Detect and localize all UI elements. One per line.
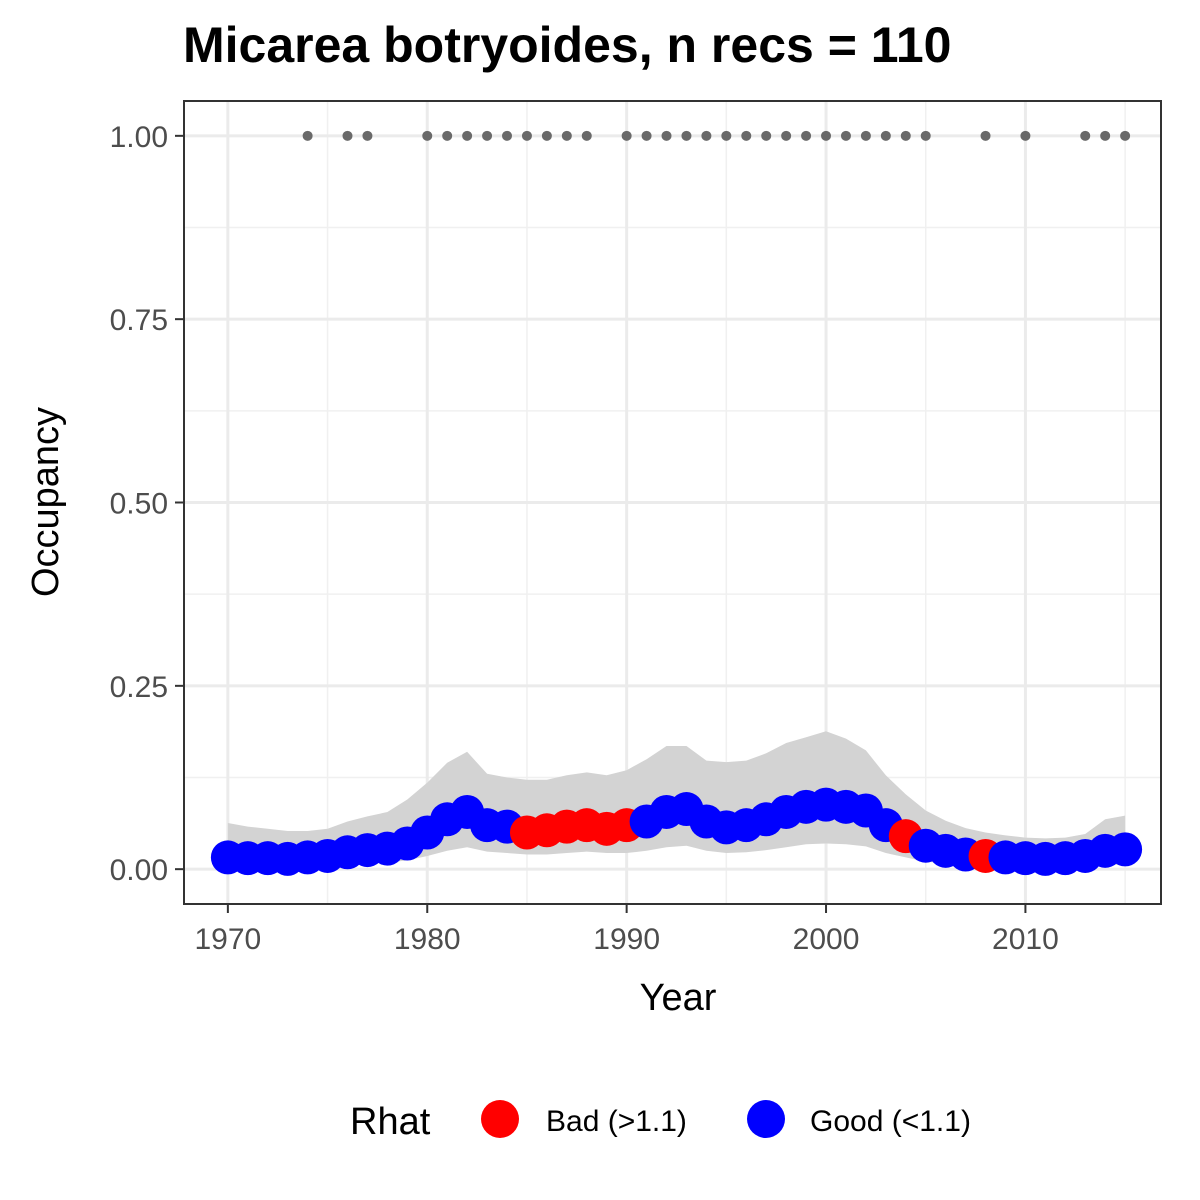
occupancy-point	[1108, 832, 1143, 867]
record-points	[302, 130, 1131, 141]
record-point	[801, 130, 812, 141]
x-axis-title: Year	[640, 977, 717, 1019]
y-tick-label: 0.00	[110, 854, 168, 887]
record-point	[342, 130, 353, 141]
record-point	[541, 130, 552, 141]
record-point	[681, 130, 692, 141]
y-tick-label: 0.50	[110, 488, 168, 521]
record-point	[821, 130, 832, 141]
record-point	[661, 130, 672, 141]
record-point	[641, 130, 652, 141]
y-tick-label: 0.75	[110, 304, 168, 337]
legend-bad-swatch	[481, 1100, 519, 1138]
record-point	[721, 130, 732, 141]
legend-bad-label: Bad (>1.1)	[546, 1105, 687, 1138]
record-point	[860, 130, 871, 141]
record-point	[840, 130, 851, 141]
record-point	[900, 130, 911, 141]
record-point	[1020, 130, 1031, 141]
record-point	[1120, 130, 1131, 141]
record-point	[701, 130, 712, 141]
record-point	[302, 130, 313, 141]
record-point	[422, 130, 433, 141]
record-point	[482, 130, 493, 141]
record-point	[462, 130, 473, 141]
record-point	[761, 130, 772, 141]
record-point	[880, 130, 891, 141]
x-tick-label: 2010	[992, 923, 1059, 956]
record-point	[521, 130, 532, 141]
record-point	[502, 130, 513, 141]
x-tick-label: 1980	[394, 923, 461, 956]
record-point	[741, 130, 752, 141]
x-tick-label: 2000	[793, 923, 860, 956]
y-tick-label: 1.00	[110, 121, 168, 154]
record-point	[561, 130, 572, 141]
legend-good-swatch	[747, 1100, 785, 1138]
record-point	[621, 130, 632, 141]
y-axis-title: Occupancy	[25, 407, 67, 597]
record-point	[1080, 130, 1091, 141]
record-point	[980, 130, 991, 141]
y-tick-label: 0.25	[110, 671, 168, 704]
record-point	[920, 130, 931, 141]
x-tick-label: 1970	[194, 923, 261, 956]
legend-title: Rhat	[350, 1101, 431, 1143]
occupancy-points	[210, 787, 1143, 876]
legend-good-label: Good (<1.1)	[810, 1105, 971, 1138]
axes: 1970 1980 1990 2000 2010 0.00 0.25 0.50 0.75 1.00	[110, 121, 1059, 956]
legend: Rhat Bad (>1.1) Good (<1.1)	[350, 1100, 971, 1143]
record-point	[781, 130, 792, 141]
chart-title: Micarea botryoides, n recs = 110	[183, 17, 951, 73]
record-point	[581, 130, 592, 141]
record-point	[362, 130, 373, 141]
record-point	[1100, 130, 1111, 141]
record-point	[442, 130, 453, 141]
x-tick-label: 1990	[593, 923, 660, 956]
